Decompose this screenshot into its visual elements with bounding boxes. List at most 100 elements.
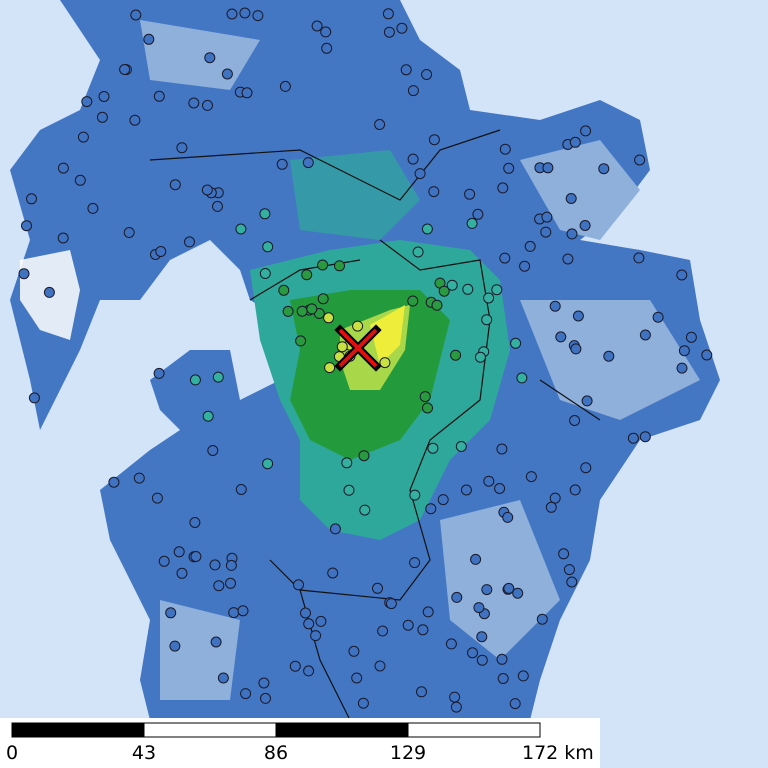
station-marker	[169, 179, 181, 191]
station-marker	[296, 305, 308, 317]
station-marker	[545, 501, 557, 513]
station-marker	[357, 697, 369, 709]
station-marker	[202, 99, 213, 111]
station-marker	[276, 158, 288, 170]
scale-bar	[11, 722, 541, 738]
station-marker	[212, 200, 223, 212]
station-marker	[300, 607, 311, 619]
station-marker	[569, 484, 581, 496]
station-marker	[108, 476, 120, 488]
station-marker	[348, 645, 360, 657]
station-marker	[260, 692, 271, 704]
station-marker	[473, 602, 485, 614]
station-marker	[81, 96, 93, 108]
station-marker	[359, 504, 371, 516]
station-marker	[481, 314, 493, 326]
station-marker	[549, 300, 561, 312]
station-marker	[407, 153, 419, 165]
station-marker	[239, 7, 251, 19]
station-marker	[491, 284, 503, 296]
station-marker	[676, 362, 688, 374]
station-marker	[225, 577, 236, 589]
station-marker	[226, 8, 238, 20]
low-zone	[440, 500, 560, 660]
station-marker	[464, 188, 476, 200]
station-marker	[470, 553, 482, 565]
station-marker	[497, 673, 509, 684]
station-marker	[252, 10, 264, 22]
station-marker	[483, 292, 495, 304]
scale-label: 43	[132, 742, 156, 764]
station-marker	[652, 311, 664, 323]
station-marker	[676, 269, 688, 281]
station-marker	[678, 345, 690, 357]
station-marker	[212, 371, 224, 383]
station-marker	[446, 279, 458, 291]
station-marker	[524, 240, 536, 252]
station-marker	[317, 259, 329, 271]
station-marker	[221, 68, 233, 80]
station-marker	[701, 349, 713, 361]
station-marker	[240, 688, 252, 700]
station-marker	[207, 445, 219, 456]
station-marker	[572, 310, 584, 322]
station-marker	[323, 312, 335, 324]
scale-label: 172 km	[522, 742, 594, 764]
station-marker	[481, 584, 493, 596]
station-marker	[153, 90, 165, 102]
station-marker	[385, 598, 397, 610]
station-marker	[317, 293, 329, 305]
station-marker	[213, 580, 225, 592]
station-marker	[341, 457, 353, 469]
station-marker	[499, 252, 511, 264]
station-marker	[310, 630, 322, 642]
station-marker	[237, 605, 249, 617]
station-marker	[279, 80, 291, 92]
station-marker	[412, 246, 424, 258]
station-marker	[409, 557, 421, 569]
station-marker	[77, 131, 89, 143]
scale-label: 129	[390, 742, 426, 764]
station-marker	[516, 372, 528, 384]
scale-label: 0	[6, 742, 18, 764]
station-marker	[407, 295, 419, 307]
station-marker	[74, 174, 86, 186]
station-marker	[450, 349, 462, 361]
station-marker	[190, 551, 202, 562]
station-marker	[549, 492, 561, 504]
station-marker	[43, 286, 55, 298]
station-marker	[476, 654, 488, 666]
station-marker	[26, 193, 37, 205]
station-marker	[570, 343, 582, 355]
scale-segment	[407, 722, 541, 738]
station-marker	[158, 555, 170, 567]
station-marker	[409, 489, 421, 501]
station-marker	[259, 268, 271, 279]
station-marker	[123, 227, 135, 238]
station-marker	[467, 647, 478, 659]
station-marker	[449, 691, 461, 703]
station-marker	[503, 162, 515, 174]
station-marker	[176, 142, 188, 154]
station-marker	[301, 269, 313, 281]
station-marker	[235, 223, 247, 235]
station-marker	[315, 615, 327, 627]
station-marker	[555, 331, 567, 343]
station-marker	[569, 136, 581, 148]
station-marker	[204, 52, 216, 64]
station-marker	[98, 91, 110, 102]
station-marker	[438, 285, 450, 297]
station-marker	[351, 672, 363, 684]
scale-segment	[275, 722, 409, 738]
station-marker	[258, 677, 270, 689]
station-marker	[634, 154, 646, 166]
station-marker	[580, 125, 592, 137]
station-marker	[262, 241, 274, 253]
station-marker	[396, 22, 408, 34]
station-marker	[496, 653, 508, 665]
station-marker	[302, 157, 314, 169]
station-marker	[569, 415, 581, 426]
station-marker	[151, 492, 163, 504]
station-marker	[336, 341, 348, 353]
